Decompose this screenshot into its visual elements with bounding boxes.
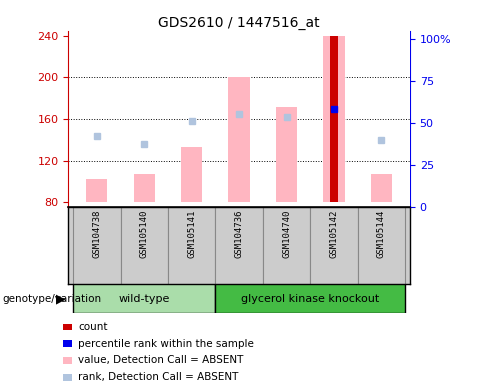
Text: GSM105144: GSM105144 — [377, 210, 386, 258]
Bar — [73, 207, 121, 284]
Text: value, Detection Call = ABSENT: value, Detection Call = ABSENT — [78, 356, 243, 366]
Text: GSM105140: GSM105140 — [140, 210, 149, 258]
Bar — [358, 207, 405, 284]
Text: genotype/variation: genotype/variation — [2, 293, 102, 304]
Text: GSM105141: GSM105141 — [187, 210, 196, 258]
Bar — [86, 179, 107, 202]
Bar — [276, 107, 297, 202]
Bar — [63, 340, 72, 347]
Bar — [63, 374, 72, 381]
Bar — [310, 207, 358, 284]
Bar — [228, 78, 250, 202]
Bar — [121, 207, 168, 284]
Text: glycerol kinase knockout: glycerol kinase knockout — [241, 293, 379, 304]
Text: GSM104736: GSM104736 — [235, 210, 244, 258]
Text: rank, Detection Call = ABSENT: rank, Detection Call = ABSENT — [78, 372, 238, 382]
Text: percentile rank within the sample: percentile rank within the sample — [78, 339, 254, 349]
Bar — [371, 174, 392, 202]
Bar — [73, 284, 215, 313]
Text: ▶: ▶ — [56, 292, 66, 305]
Bar — [324, 36, 345, 202]
Bar — [330, 36, 338, 202]
Text: GSM104740: GSM104740 — [282, 210, 291, 258]
Bar — [168, 207, 215, 284]
Text: wild-type: wild-type — [119, 293, 170, 304]
Bar — [215, 207, 263, 284]
Bar — [134, 174, 155, 202]
Title: GDS2610 / 1447516_at: GDS2610 / 1447516_at — [158, 16, 320, 30]
Bar — [181, 147, 203, 202]
Bar — [63, 323, 72, 330]
Bar — [263, 207, 310, 284]
Text: count: count — [78, 322, 107, 332]
Text: GSM104738: GSM104738 — [92, 210, 102, 258]
Bar — [215, 284, 405, 313]
Text: GSM105142: GSM105142 — [329, 210, 339, 258]
Bar — [63, 357, 72, 364]
